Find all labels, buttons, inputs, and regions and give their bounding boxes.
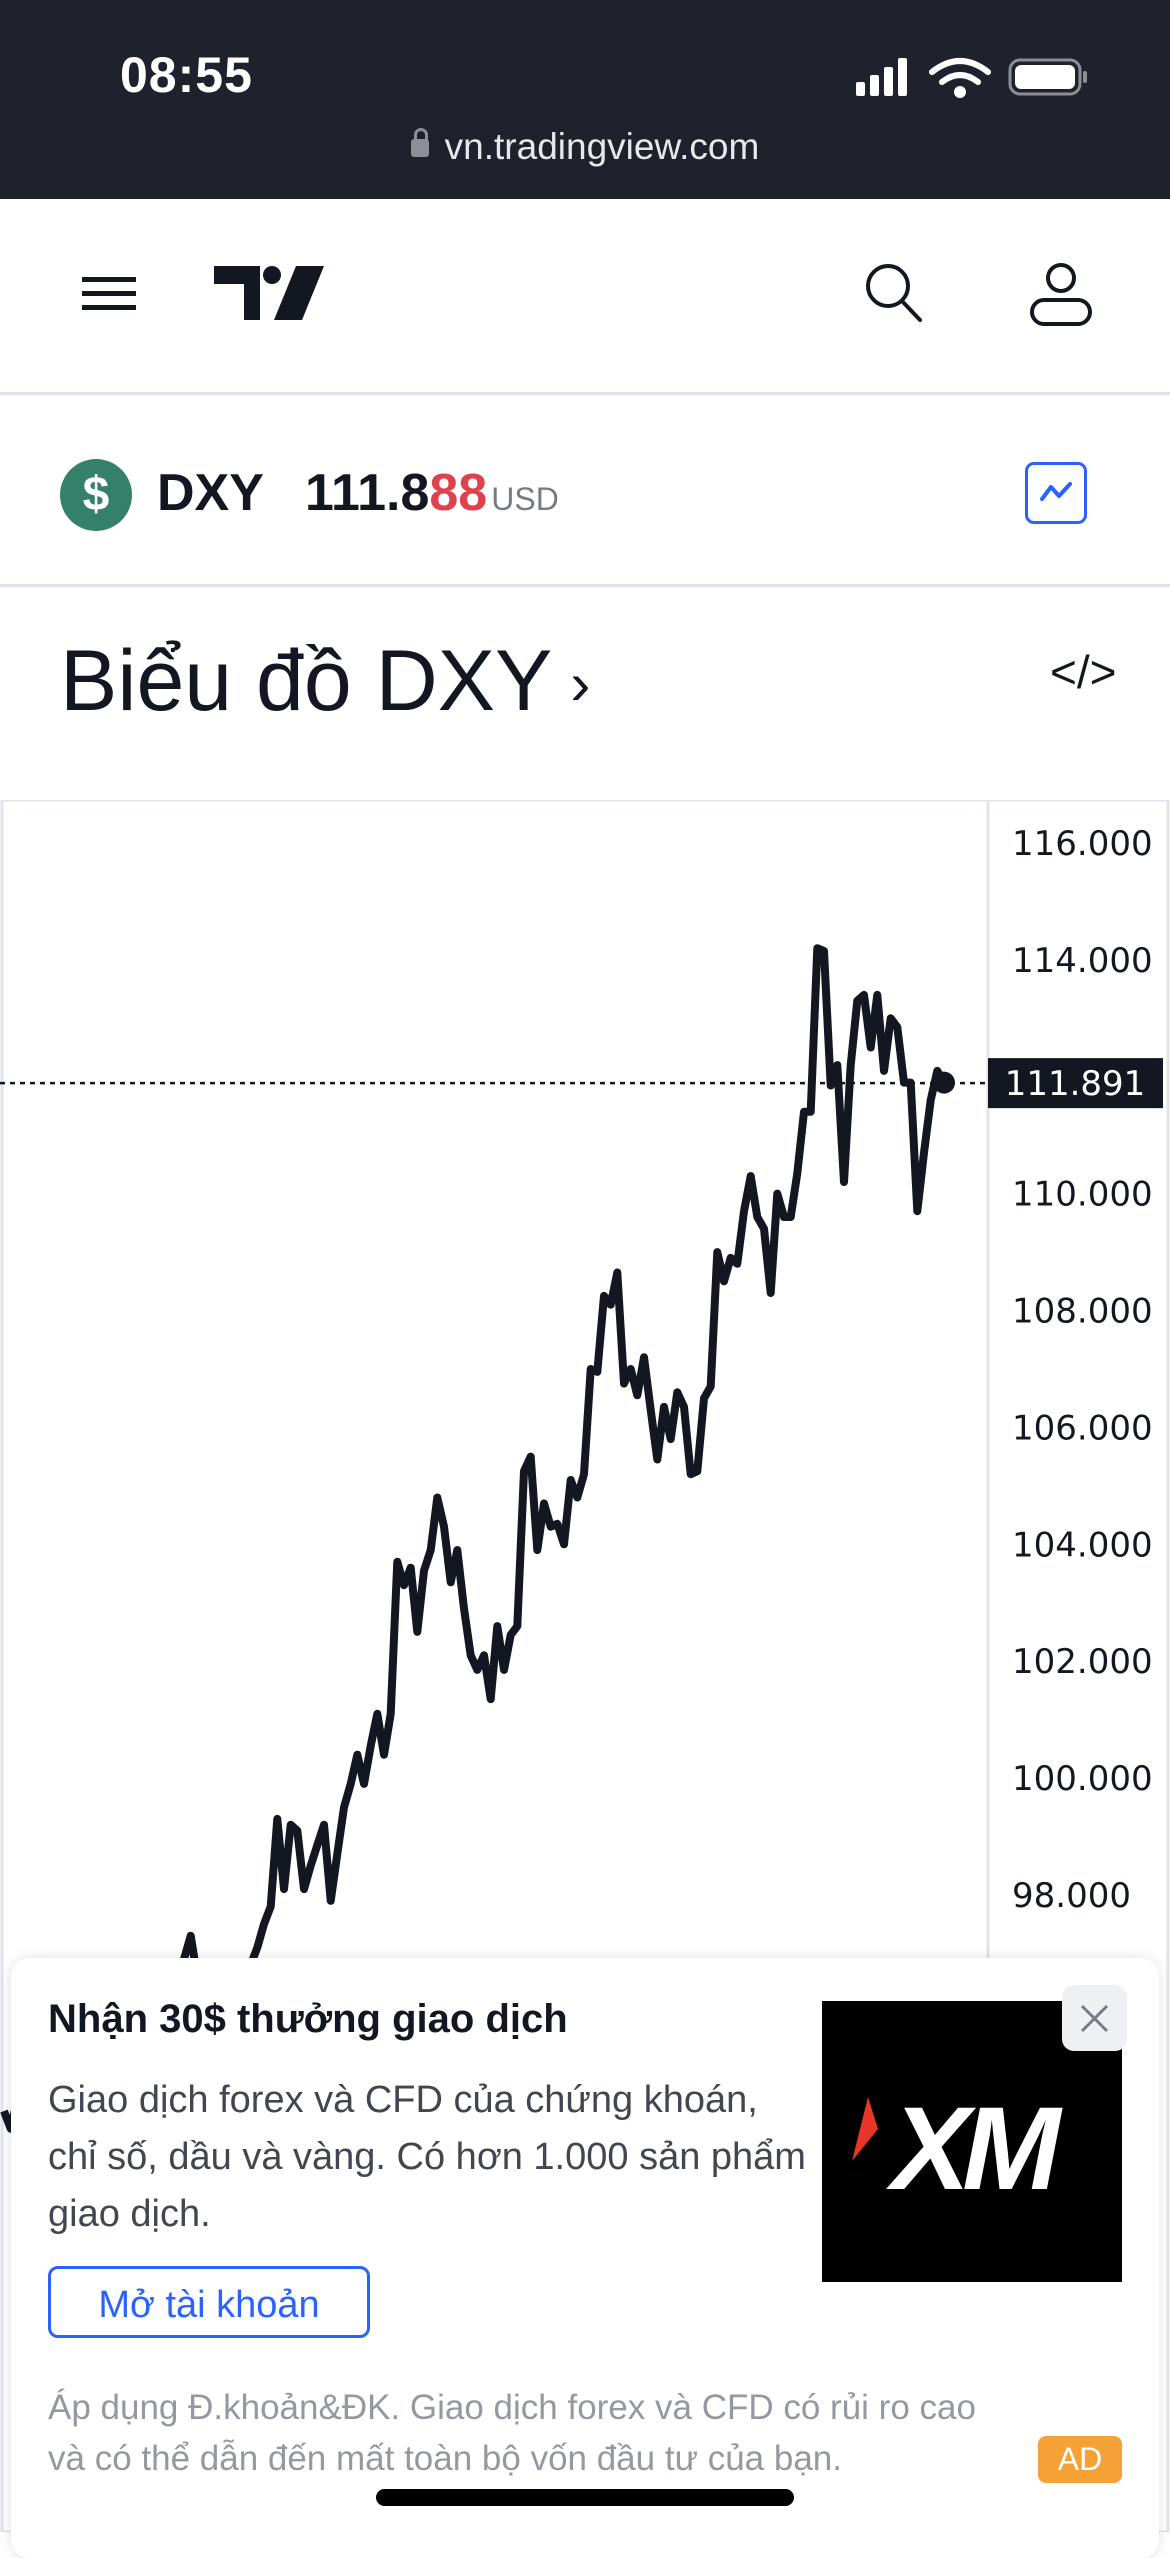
price-main: 111.8: [305, 464, 430, 522]
price-axis-tick-label: 102.000: [1012, 1642, 1153, 1682]
search-icon[interactable]: [862, 260, 926, 324]
symbol-price: 111.888 USD: [305, 463, 559, 523]
ad-body[interactable]: Giao dịch forex và CFD của chứng khoán, …: [48, 2079, 806, 2235]
line-chart-icon: [1040, 482, 1072, 501]
last-price-dot: [933, 1071, 955, 1094]
chart-button[interactable]: [1025, 462, 1087, 524]
price-axis-tick-label: 106.000: [1012, 1408, 1153, 1448]
last-price-label-text: 111.891: [1005, 1064, 1146, 1104]
price-axis-tick-label: 98.000: [1012, 1876, 1131, 1916]
top-nav: [0, 199, 1170, 395]
price-axis-tick-label: 104.000: [1012, 1525, 1153, 1565]
price-currency: USD: [491, 481, 559, 517]
close-ad-button[interactable]: [1062, 1985, 1127, 2051]
price-axis-tick-label: 116.000: [1012, 824, 1153, 864]
status-time: 08:55: [120, 47, 253, 103]
embed-code-icon[interactable]: </>: [1050, 646, 1117, 698]
price-chart[interactable]: 116.000 114.000 110.000 108.000 106.000 104.0…: [0, 800, 1170, 2532]
address-bar[interactable]: vn.tradingview.com: [0, 126, 1170, 168]
chevron-right-icon: ›: [570, 650, 591, 717]
ad-badge: AD: [1038, 2436, 1122, 2483]
svg-text:XM: XM: [886, 2083, 1064, 2215]
price-axis-tick-label: 100.000: [1012, 1759, 1153, 1799]
page-title-text: Biểu đồ DXY: [60, 633, 553, 729]
user-icon[interactable]: [1028, 262, 1094, 328]
battery-icon: [1008, 58, 1087, 96]
price-axis-tick-label: 110.000: [1012, 1175, 1153, 1215]
divider: [0, 584, 1170, 587]
price-axis-tick-label: 114.000: [1012, 941, 1153, 981]
price-line: [0, 944, 948, 2133]
price-axis-tick-label: 108.000: [1012, 1292, 1153, 1332]
wifi-icon: [929, 58, 991, 98]
dollar-icon: $: [60, 459, 132, 531]
status-bar: [0, 0, 1170, 199]
status-icons: [856, 58, 1087, 98]
close-icon: [1080, 2004, 1109, 2033]
last-price-label-bg: [988, 1058, 1163, 1109]
ad-title[interactable]: Nhận 30$ thưởng giao dịch: [48, 1997, 568, 2041]
symbol-ticker[interactable]: DXY: [157, 464, 264, 522]
price-axis[interactable]: 116.000 114.000 110.000 108.000 106.000 104.0…: [1012, 824, 1153, 1916]
url-text: vn.tradingview.com: [444, 126, 760, 167]
xm-logo: XM: [852, 2083, 1071, 2215]
last-price-label: 111.891: [988, 1058, 1163, 1109]
signal-icon: [856, 58, 907, 96]
tradingview-logo[interactable]: [214, 264, 324, 322]
lock-icon: [410, 128, 429, 157]
open-account-button[interactable]: Mở tài khoản: [48, 2266, 370, 2338]
chart-border: [0, 800, 1170, 2532]
home-indicator: [376, 2489, 794, 2506]
ad-disclaimer: Áp dụng Đ.khoản&ĐK. Giao dịch forex và C…: [48, 2388, 976, 2478]
page-title[interactable]: Biểu đồ DXY ›: [60, 632, 590, 731]
menu-icon[interactable]: [80, 270, 138, 318]
price-tail: 88: [429, 464, 488, 522]
